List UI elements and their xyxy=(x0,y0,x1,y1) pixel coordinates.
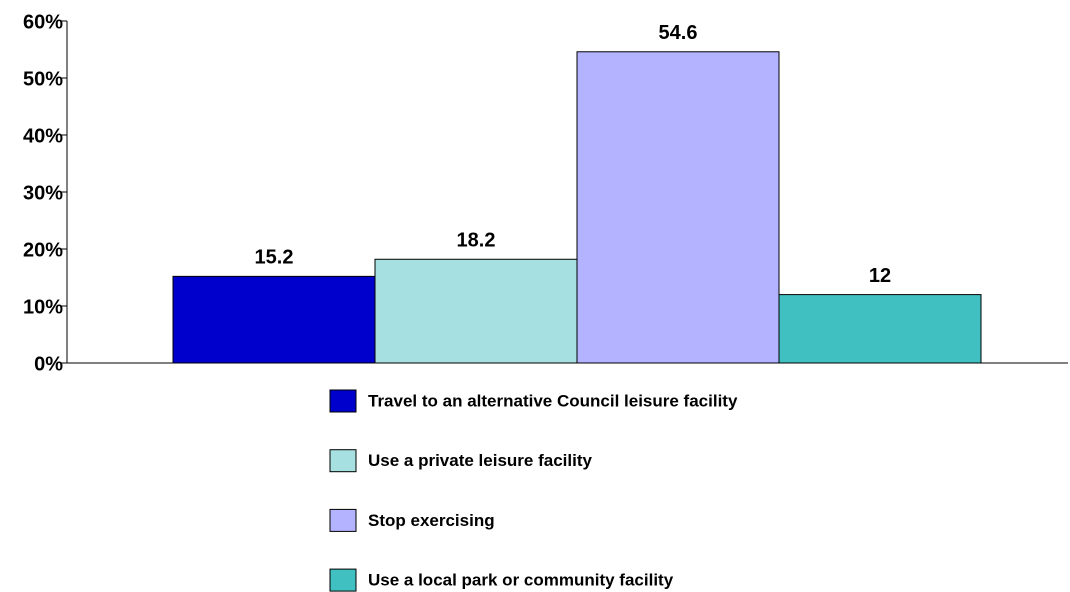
y-tick-label: 20% xyxy=(23,239,63,261)
bar xyxy=(576,51,780,364)
y-tick-label: 10% xyxy=(23,296,63,318)
bar xyxy=(374,258,578,364)
legend-swatch xyxy=(329,568,357,592)
legend-label: Use a private leisure facility xyxy=(368,451,592,470)
data-label: 54.6 xyxy=(659,22,698,44)
data-label: 18.2 xyxy=(457,230,496,252)
y-tick-label: 30% xyxy=(23,182,63,204)
legend-label: Travel to an alternative Council leisure… xyxy=(368,391,738,410)
legend-swatch xyxy=(329,508,357,532)
legend-swatch xyxy=(329,449,357,473)
y-tick-label: 0% xyxy=(34,353,63,375)
y-tick-label: 40% xyxy=(23,125,63,147)
legend-label: Stop exercising xyxy=(368,511,495,530)
data-label: 12 xyxy=(869,265,891,287)
legend-swatch xyxy=(329,389,357,413)
data-label: 15.2 xyxy=(255,247,294,269)
bar xyxy=(778,294,982,364)
y-tick-label: 50% xyxy=(23,68,63,90)
y-tick-label: 60% xyxy=(23,11,63,33)
legend-label: Use a local park or community facility xyxy=(368,571,674,590)
bar xyxy=(172,275,376,364)
